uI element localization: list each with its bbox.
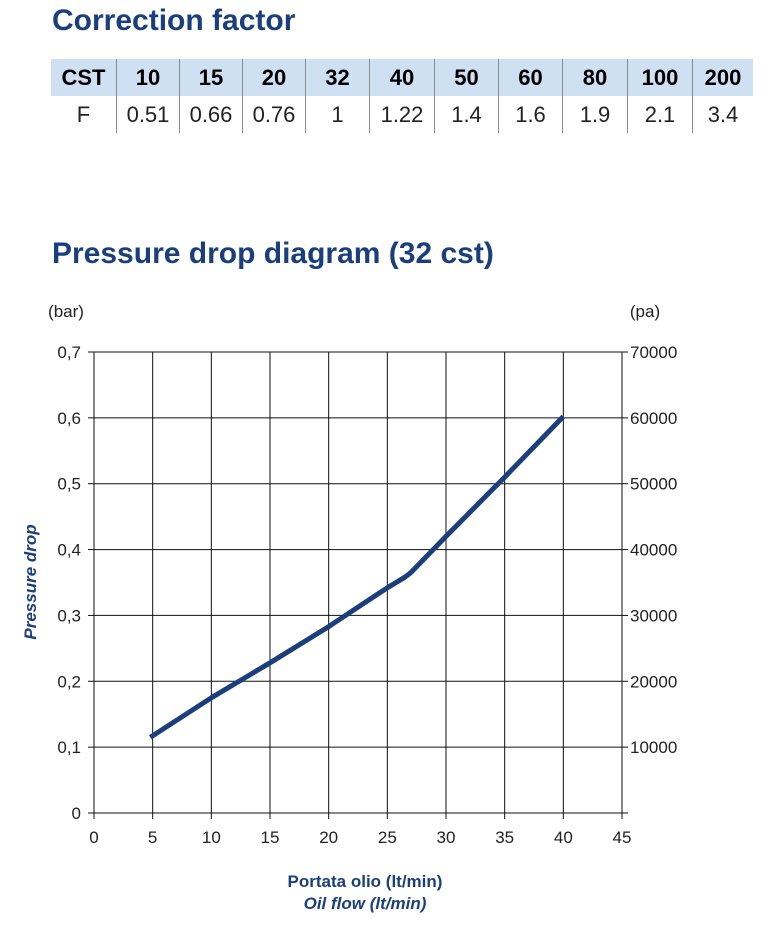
x-tick-label: 40 xyxy=(554,828,573,847)
table-cell: F xyxy=(76,101,91,127)
table-cell: 100 xyxy=(627,59,693,96)
table-cell: 1.6 xyxy=(498,96,563,133)
factor-row: F 0.51 0.66 0.76 1 1.22 1.4 1.6 1.9 2.1 … xyxy=(51,96,753,133)
correction-factor-title: Correction factor xyxy=(52,4,296,37)
x-tick-label: 5 xyxy=(148,828,157,847)
table-cell: 1 xyxy=(305,96,370,133)
chart-title: Pressure drop diagram (32 cst) xyxy=(52,237,494,270)
table-cell: 0.51 xyxy=(116,96,180,133)
left-axis-unit: (bar) xyxy=(48,302,84,321)
table-cell: 32 xyxy=(305,59,370,96)
table-cell: 15 xyxy=(179,59,243,96)
x-tick-label: 20 xyxy=(319,828,338,847)
y-tick-label-right: 30000 xyxy=(630,606,677,625)
x-tick-label: 15 xyxy=(261,828,280,847)
tick-labels: 0 5 10 15 20 25 30 35 40 45 0 0,1 10000 0,2 20000 0,3 30… xyxy=(57,343,677,847)
y-tick-label-left: 0,4 xyxy=(57,541,81,560)
y-tick-label-right: 10000 xyxy=(630,738,677,757)
table-cell: 200 xyxy=(692,59,753,96)
y-tick-label-left: 0,6 xyxy=(57,409,81,428)
y-tick-label-left: 0 xyxy=(72,804,81,823)
y-axis-label: Pressure drop xyxy=(21,524,40,639)
right-axis-unit: (pa) xyxy=(630,302,660,321)
y-tick-label-left: 0,3 xyxy=(57,606,81,625)
table-cell: 50 xyxy=(434,59,499,96)
table-cell: 2.1 xyxy=(627,96,693,133)
table-cell: 80 xyxy=(562,59,628,96)
table-cell: 20 xyxy=(242,59,306,96)
table-cell: 0.76 xyxy=(242,96,306,133)
x-axis-label: Portata olio (lt/min) xyxy=(288,872,443,891)
x-tick-label: 30 xyxy=(437,828,456,847)
y-tick-label-right: 70000 xyxy=(630,343,677,362)
table-cell: 1.4 xyxy=(434,96,499,133)
x-tick-label: 25 xyxy=(378,828,397,847)
series-line xyxy=(148,414,566,740)
grid xyxy=(88,351,628,819)
x-axis-label-secondary: Oil flow (lt/min) xyxy=(304,894,427,913)
y-tick-label-right: 50000 xyxy=(630,475,677,494)
table-cell: 1.9 xyxy=(562,96,628,133)
x-tick-label: 10 xyxy=(202,828,221,847)
table-cell: 3.4 xyxy=(692,96,753,133)
y-tick-label-right: 60000 xyxy=(630,409,677,428)
x-tick-label: 35 xyxy=(495,828,514,847)
table-cell: 60 xyxy=(498,59,563,96)
x-tick-label: 0 xyxy=(89,828,98,847)
y-tick-label-left: 0,2 xyxy=(57,672,81,691)
pressure-drop-chart: 0 5 10 15 20 25 30 35 40 45 0 0,1 10000 0,2 20000 0,3 30… xyxy=(21,302,677,913)
series xyxy=(148,414,566,740)
y-tick-label-left: 0,5 xyxy=(57,475,81,494)
y-tick-label-right: 40000 xyxy=(630,541,677,560)
table-cell: 40 xyxy=(369,59,435,96)
x-tick-label: 45 xyxy=(613,828,632,847)
table-cell: CST xyxy=(51,59,117,96)
y-tick-label-right: 20000 xyxy=(630,672,677,691)
correction-factor-table: CST 10 15 20 32 40 50 60 80 100 200 F 0.… xyxy=(51,59,753,133)
y-tick-label-left: 0,7 xyxy=(57,343,81,362)
cst-header-row: CST 10 15 20 32 40 50 60 80 100 200 xyxy=(51,59,753,96)
y-tick-label-left: 0,1 xyxy=(57,738,81,757)
table-cell: 0.66 xyxy=(179,96,243,133)
table-cell: 1.22 xyxy=(369,96,435,133)
table-cell: 10 xyxy=(116,59,180,96)
